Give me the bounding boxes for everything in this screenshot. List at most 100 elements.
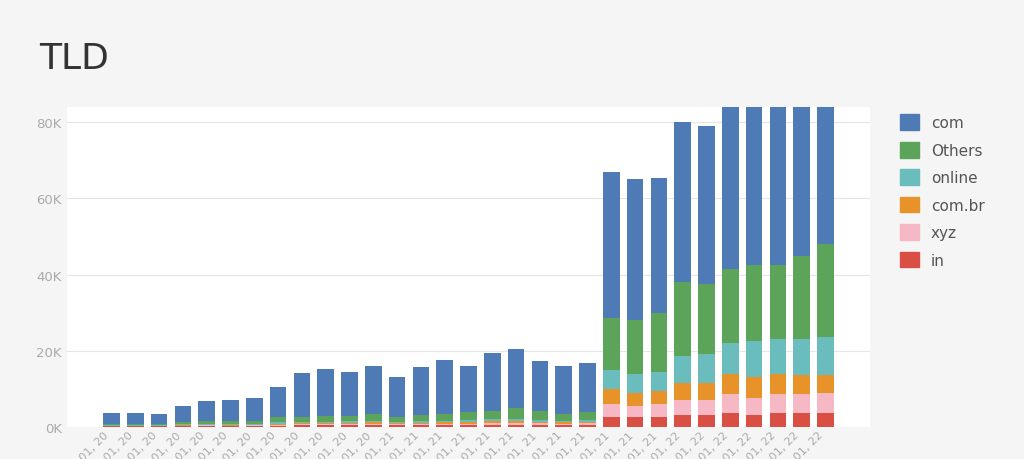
Bar bbox=[246, 425, 262, 426]
Bar bbox=[413, 423, 429, 424]
Bar bbox=[269, 425, 287, 427]
Bar bbox=[794, 395, 810, 414]
Bar bbox=[508, 425, 524, 427]
Bar bbox=[174, 422, 191, 424]
Bar bbox=[460, 420, 477, 422]
Bar bbox=[365, 421, 382, 422]
Bar bbox=[294, 423, 310, 425]
Bar bbox=[675, 400, 691, 415]
Bar bbox=[627, 406, 643, 417]
Bar bbox=[722, 95, 738, 269]
Bar bbox=[770, 265, 786, 340]
Bar bbox=[603, 173, 620, 319]
Bar bbox=[484, 425, 501, 427]
Bar bbox=[413, 421, 429, 423]
Bar bbox=[817, 414, 834, 427]
Bar bbox=[650, 313, 668, 372]
Bar bbox=[745, 341, 763, 377]
Bar bbox=[317, 369, 334, 416]
Bar bbox=[413, 425, 429, 427]
Bar bbox=[365, 424, 382, 425]
Bar bbox=[722, 374, 738, 395]
Bar bbox=[817, 338, 834, 375]
Bar bbox=[389, 377, 406, 417]
Bar bbox=[127, 425, 143, 426]
Bar bbox=[745, 398, 763, 415]
Bar bbox=[508, 419, 524, 421]
Bar bbox=[745, 415, 763, 427]
Bar bbox=[817, 51, 834, 245]
Bar bbox=[199, 421, 215, 424]
Bar bbox=[531, 422, 548, 423]
Bar bbox=[555, 414, 572, 421]
Bar bbox=[675, 283, 691, 357]
Legend: com, Others, online, com.br, xyz, in: com, Others, online, com.br, xyz, in bbox=[894, 109, 990, 274]
Bar bbox=[174, 424, 191, 425]
Bar bbox=[174, 406, 191, 422]
Bar bbox=[531, 411, 548, 420]
Bar bbox=[650, 372, 668, 391]
Bar bbox=[246, 421, 262, 424]
Bar bbox=[580, 413, 596, 420]
Bar bbox=[531, 420, 548, 422]
Bar bbox=[770, 93, 786, 265]
Bar bbox=[436, 414, 453, 420]
Bar bbox=[627, 417, 643, 427]
Bar bbox=[722, 395, 738, 414]
Bar bbox=[627, 393, 643, 406]
Bar bbox=[317, 423, 334, 425]
Bar bbox=[650, 404, 668, 417]
Bar bbox=[722, 269, 738, 343]
Bar bbox=[675, 383, 691, 400]
Bar bbox=[603, 319, 620, 370]
Bar bbox=[770, 395, 786, 414]
Bar bbox=[698, 355, 715, 383]
Bar bbox=[222, 400, 239, 421]
Bar bbox=[650, 178, 668, 313]
Bar bbox=[460, 424, 477, 425]
Bar bbox=[413, 424, 429, 425]
Bar bbox=[722, 343, 738, 374]
Bar bbox=[650, 417, 668, 427]
Bar bbox=[580, 420, 596, 422]
Bar bbox=[269, 424, 287, 425]
Bar bbox=[531, 362, 548, 411]
Bar bbox=[317, 425, 334, 427]
Bar bbox=[222, 426, 239, 427]
Bar bbox=[745, 265, 763, 341]
Bar bbox=[580, 422, 596, 424]
Bar bbox=[365, 425, 382, 427]
Bar bbox=[770, 374, 786, 395]
Bar bbox=[722, 414, 738, 427]
Bar bbox=[555, 424, 572, 425]
Bar bbox=[508, 349, 524, 408]
Bar bbox=[698, 285, 715, 355]
Text: TLD: TLD bbox=[39, 42, 110, 76]
Bar bbox=[341, 372, 357, 416]
Bar bbox=[436, 422, 453, 424]
Bar bbox=[341, 425, 357, 427]
Bar bbox=[365, 414, 382, 421]
Bar bbox=[555, 421, 572, 422]
Bar bbox=[603, 389, 620, 404]
Bar bbox=[389, 417, 406, 422]
Bar bbox=[484, 423, 501, 425]
Bar bbox=[317, 416, 334, 422]
Bar bbox=[389, 425, 406, 427]
Bar bbox=[627, 320, 643, 374]
Bar bbox=[817, 375, 834, 393]
Bar bbox=[127, 414, 143, 424]
Bar bbox=[603, 404, 620, 417]
Bar bbox=[199, 402, 215, 421]
Bar bbox=[222, 421, 239, 424]
Bar bbox=[580, 425, 596, 427]
Bar bbox=[794, 256, 810, 340]
Bar bbox=[317, 422, 334, 423]
Bar bbox=[294, 425, 310, 427]
Bar bbox=[341, 421, 357, 423]
Bar bbox=[199, 425, 215, 426]
Bar bbox=[199, 426, 215, 427]
Bar bbox=[199, 424, 215, 425]
Bar bbox=[745, 108, 763, 265]
Bar bbox=[246, 398, 262, 421]
